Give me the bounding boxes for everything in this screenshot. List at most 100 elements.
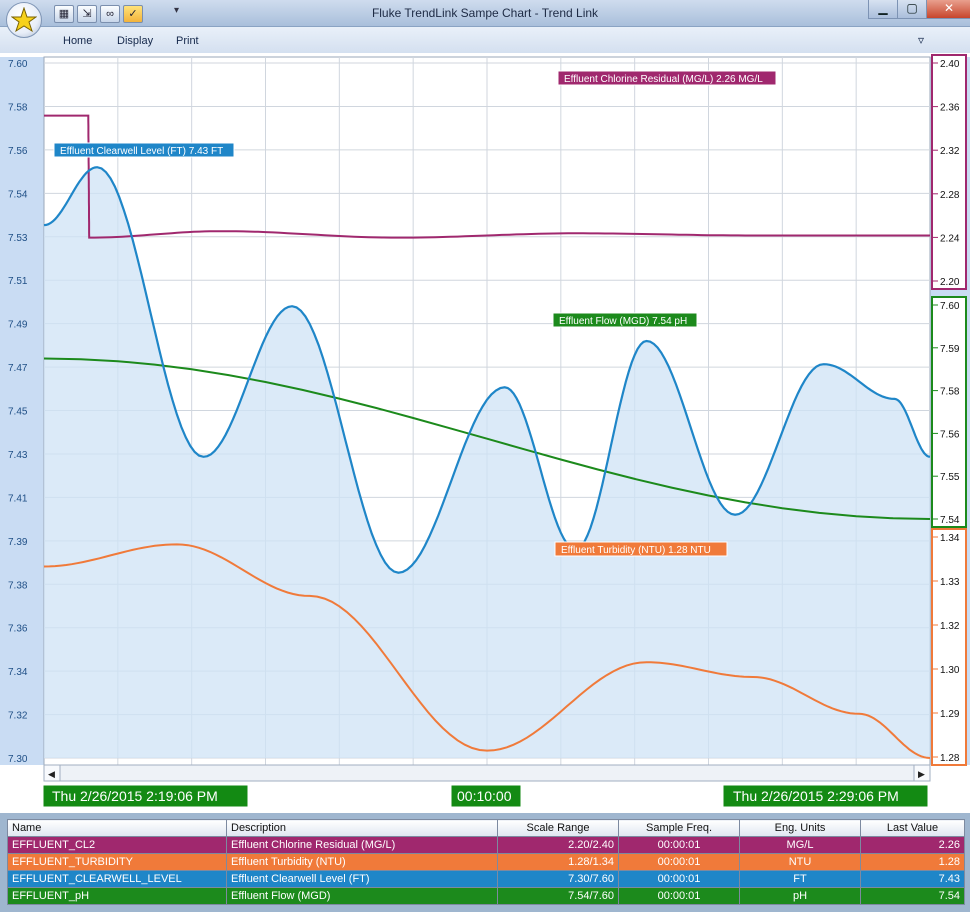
col-sample-freq[interactable]: Sample Freq. <box>618 819 740 837</box>
left-axis-tick-label: 7.56 <box>8 146 28 157</box>
right-axis-segment <box>931 296 967 528</box>
tag-turbidity: Effluent Turbidity (NTU) 1.28 NTU <box>554 541 728 557</box>
right-axis-tick-label: 1.32 <box>940 621 960 632</box>
right-axis-tick-label: 1.29 <box>940 709 960 720</box>
table-row[interactable]: EFFLUENT_CL2 Effluent Chlorine Residual (… <box>7 836 965 854</box>
time-end-box <box>722 784 929 808</box>
left-axis-tick-label: 7.32 <box>8 711 28 722</box>
save-icon[interactable]: ▦ <box>54 5 74 23</box>
left-axis-tick-label: 7.34 <box>8 667 28 678</box>
tag-cl2: Effluent Chlorine Residual (MG/L) 2.26 M… <box>557 70 777 86</box>
col-eng-units[interactable]: Eng. Units <box>739 819 861 837</box>
tag-clearwell-text: Effluent Clearwell Level (FT) 7.43 FT <box>60 146 223 157</box>
col-scale-range[interactable]: Scale Range <box>497 819 619 837</box>
trend-chart[interactable]: 7.60 7.58 7.56 7.54 7.53 7.51 7.49 7.47 7.45 7.43… <box>0 53 970 813</box>
right-axis-tick-label: 7.55 <box>940 472 960 483</box>
left-axis-tick-label: 7.38 <box>8 580 28 591</box>
table-cell-range: 2.20/2.40 <box>497 836 619 854</box>
trend-chart-area: 7.60 7.58 7.56 7.54 7.53 7.51 7.49 7.47 7.45 7.43… <box>0 53 970 813</box>
right-axis-tick-label: 2.28 <box>940 190 960 201</box>
scroll-right-button <box>913 764 931 782</box>
table-cell-name: EFFLUENT_CL2 <box>7 836 227 854</box>
time-start-box <box>42 784 249 808</box>
right-axis-tick-label: 2.40 <box>940 59 960 70</box>
right-axis-tick-label: 1.30 <box>940 665 960 676</box>
table-cell-last: 7.54 <box>860 887 965 905</box>
col-last-value[interactable]: Last Value <box>860 819 965 837</box>
title-bar: ▦ ⇲ ∞ ✓ ▾ Fluke TrendLink Sampe Chart - … <box>0 0 970 27</box>
right-axis-tick-label: 1.34 <box>940 533 960 544</box>
table-row[interactable]: EFFLUENT_CLEARWELL_LEVEL Effluent Clearwe… <box>7 870 965 888</box>
right-axis-tick-label: 7.59 <box>940 344 960 355</box>
right-axis-tick-label: 1.33 <box>940 577 960 588</box>
table-cell-desc: Effluent Chlorine Residual (MG/L) <box>226 836 498 854</box>
table-cell-freq: 00:00:01 <box>618 853 740 871</box>
check-icon[interactable]: ✓ <box>123 5 143 23</box>
ribbon-menu: Home Display Print ▿ ? <box>0 27 970 73</box>
quick-access-toolbar: ▦ ⇲ ∞ ✓ <box>54 5 143 23</box>
time-span-box <box>450 784 522 808</box>
tag-turbidity-text: Effluent Turbidity (NTU) 1.28 NTU <box>561 545 711 556</box>
window-title: Fluke TrendLink Sampe Chart - Trend Link <box>371 6 599 20</box>
scroll-left-icon: ◀ <box>48 769 55 779</box>
time-start-label: Thu 2/26/2015 2:19:06 PM <box>52 788 218 804</box>
right-axis-tick-label: 2.24 <box>940 233 960 244</box>
table-cell-name: EFFLUENT_TURBIDITY <box>7 853 227 871</box>
right-axis-tick-label: 2.20 <box>940 277 960 288</box>
table-cell-last: 7.43 <box>860 870 965 888</box>
time-span-label: 00:10:00 <box>457 788 512 804</box>
table-cell-freq: 00:00:01 <box>618 836 740 854</box>
menu-home[interactable]: Home <box>63 35 93 47</box>
left-axis-strip <box>0 57 44 765</box>
table-cell-units: pH <box>739 887 861 905</box>
customize-toolbar-icon[interactable]: ▾ <box>174 5 180 16</box>
star-logo-icon <box>11 7 37 33</box>
table-cell-freq: 00:00:01 <box>618 870 740 888</box>
clearwell-area <box>44 167 930 758</box>
export-icon[interactable]: ⇲ <box>77 5 97 23</box>
table-cell-units: NTU <box>739 853 861 871</box>
series-table: Name Description Scale Range Sample Freq… <box>7 819 965 905</box>
table-cell-name: EFFLUENT_CLEARWELL_LEVEL <box>7 870 227 888</box>
table-cell-last: 1.28 <box>860 853 965 871</box>
table-cell-units: FT <box>739 870 861 888</box>
series-line-turbidity <box>43 543 931 759</box>
left-axis-tick-label: 7.36 <box>8 624 28 635</box>
right-axis-tick-label: 1.28 <box>940 753 960 764</box>
horizontal-scrollbar <box>43 764 931 782</box>
right-axis-segment <box>931 528 967 766</box>
minimize-button[interactable]: ▁ <box>868 0 898 19</box>
series-line-clearwell <box>43 166 931 574</box>
table-cell-desc: Effluent Flow (MGD) <box>226 887 498 905</box>
table-cell-range: 7.30/7.60 <box>497 870 619 888</box>
right-axis-tick-label: 7.60 <box>940 301 960 312</box>
table-cell-name: EFFLUENT_pH <box>7 887 227 905</box>
left-axis-tick-label: 7.54 <box>8 189 28 200</box>
left-axis-tick-label: 7.39 <box>8 537 28 548</box>
col-name[interactable]: Name <box>7 819 227 837</box>
close-button[interactable]: ✕ <box>926 0 970 19</box>
table-cell-units: MG/L <box>739 836 861 854</box>
chevron-down-icon[interactable]: ▿ <box>918 33 925 47</box>
left-axis-tick-label: 7.60 <box>8 59 28 70</box>
table-cell-range: 7.54/7.60 <box>497 887 619 905</box>
left-axis-tick-label: 7.53 <box>8 233 28 244</box>
table-cell-desc: Effluent Clearwell Level (FT) <box>226 870 498 888</box>
table-row[interactable]: EFFLUENT_pH Effluent Flow (MGD) 7.54/7.60 0… <box>7 887 965 905</box>
app-menu-button[interactable] <box>6 2 42 38</box>
tag-cl2-text: Effluent Chlorine Residual (MG/L) 2.26 M… <box>564 74 763 85</box>
menu-display[interactable]: Display <box>117 35 154 47</box>
maximize-button[interactable]: ▢ <box>897 0 927 19</box>
menu-print[interactable]: Print <box>176 35 199 47</box>
table-cell-desc: Effluent Turbidity (NTU) <box>226 853 498 871</box>
right-axis-tick-label: 7.58 <box>940 387 960 398</box>
table-row[interactable]: EFFLUENT_TURBIDITY Effluent Turbidity (NT… <box>7 853 965 871</box>
right-axis-tick-label: 2.36 <box>940 103 960 114</box>
col-description[interactable]: Description <box>226 819 498 837</box>
left-axis-tick-label: 7.51 <box>8 276 28 287</box>
link-icon[interactable]: ∞ <box>100 5 120 23</box>
tag-clearwell: Effluent Clearwell Level (FT) 7.43 FT <box>53 142 235 158</box>
left-axis-tick-label: 7.49 <box>8 320 28 331</box>
series-line-ph <box>43 357 931 520</box>
scroll-left-button <box>43 764 61 782</box>
